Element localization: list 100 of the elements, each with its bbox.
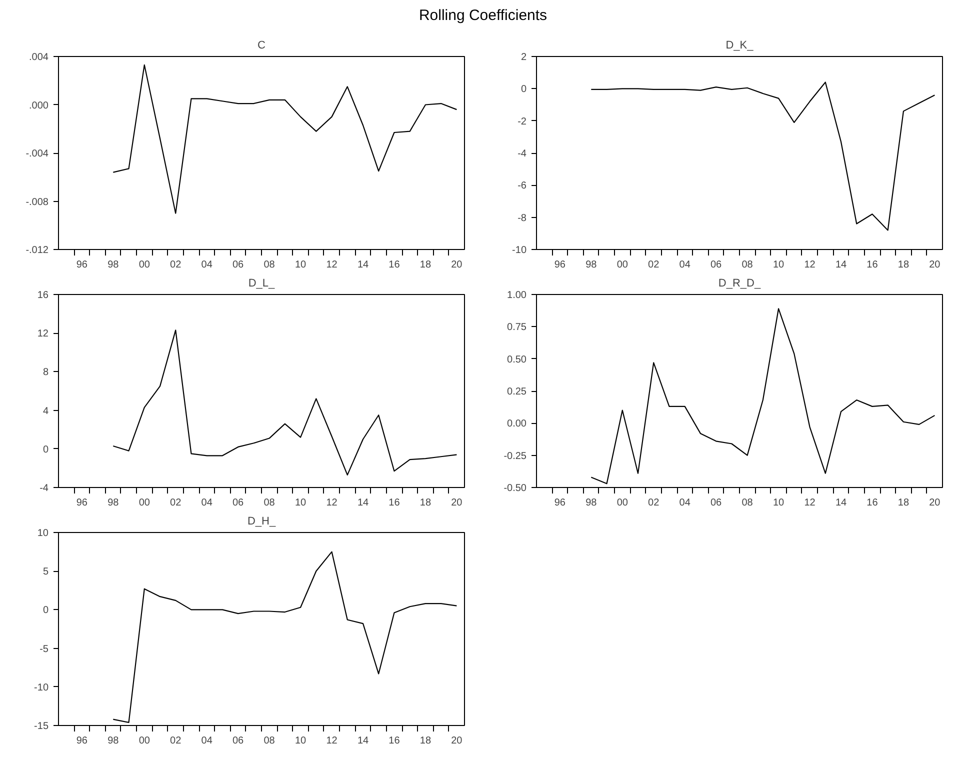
x-tick-label: 96 xyxy=(554,260,566,270)
x-tick-label: 16 xyxy=(866,260,878,270)
x-tick-label: 98 xyxy=(108,260,120,270)
x-tick-label: 98 xyxy=(108,498,120,508)
y-tick-label: 0.75 xyxy=(507,322,527,334)
y-tick-label: .004 xyxy=(29,52,49,63)
x-tick-label: 08 xyxy=(264,498,276,508)
x-tick-label: 06 xyxy=(710,498,722,508)
chart-title: D_H_ xyxy=(247,516,276,528)
x-tick-label: 12 xyxy=(804,498,816,508)
y-tick-label: -6 xyxy=(518,180,527,192)
x-tick-label: 00 xyxy=(138,260,150,270)
x-tick-label: 04 xyxy=(201,498,213,508)
text: Rolling Coefficients xyxy=(418,6,548,26)
y-tick-label: 5 xyxy=(42,566,49,578)
x-tick-label: 20 xyxy=(929,260,941,270)
x-tick-label: 12 xyxy=(326,260,338,270)
chart-title: D_L_ xyxy=(248,278,276,290)
y-tick-label: -10 xyxy=(34,682,49,694)
x-tick-label: 08 xyxy=(264,736,276,746)
x-tick-label: 14 xyxy=(835,498,847,508)
x-tick-label: 08 xyxy=(264,260,276,270)
x-tick-label: 04 xyxy=(679,260,691,270)
y-tick-label: 0 xyxy=(42,444,49,456)
y-tick-label: 1.00 xyxy=(507,290,527,301)
y-tick-label: -5 xyxy=(40,644,49,655)
x-tick-label: 10 xyxy=(294,498,307,508)
chart-title: D_R_D_ xyxy=(718,278,762,290)
y-tick-label: -2 xyxy=(518,116,527,128)
x-tick-label: 08 xyxy=(742,260,754,270)
y-tick-label: -4 xyxy=(518,148,527,160)
x-tick-label: 98 xyxy=(586,260,598,270)
x-tick-label: 04 xyxy=(201,260,213,270)
y-tick-label: 0.50 xyxy=(507,354,527,366)
x-tick-label: 04 xyxy=(679,498,691,508)
y-tick-label: 16 xyxy=(37,290,49,301)
x-tick-label: 04 xyxy=(201,736,213,746)
y-tick-label: 8 xyxy=(42,367,49,378)
x-tick-label: 96 xyxy=(76,260,88,270)
x-tick-label: 00 xyxy=(616,498,628,508)
y-tick-label: 0.25 xyxy=(507,386,527,398)
y-tick-label: .000 xyxy=(29,100,49,112)
x-tick-label: 12 xyxy=(804,260,816,270)
y-tick-label: -4 xyxy=(40,483,49,494)
x-tick-label: 00 xyxy=(138,736,150,746)
y-tick-label: 4 xyxy=(42,406,49,417)
x-tick-label: 18 xyxy=(420,260,432,270)
chart-title: D_K_ xyxy=(726,40,754,52)
y-tick-label: 2 xyxy=(520,52,527,63)
x-tick-label: 18 xyxy=(420,498,432,508)
x-tick-label: 18 xyxy=(898,498,910,508)
x-tick-label: 14 xyxy=(835,260,847,270)
x-tick-label: 12 xyxy=(326,498,338,508)
x-tick-label: 16 xyxy=(388,260,400,270)
x-tick-label: 02 xyxy=(170,736,182,746)
y-tick-label: 12 xyxy=(37,328,49,340)
x-tick-label: 18 xyxy=(420,736,432,746)
x-tick-label: 10 xyxy=(294,736,307,746)
x-tick-label: 14 xyxy=(357,498,369,508)
x-tick-label: 96 xyxy=(76,736,88,746)
x-tick-label: 16 xyxy=(388,498,400,508)
x-tick-label: 16 xyxy=(388,736,400,746)
y-tick-label: -.012 xyxy=(26,245,49,256)
x-tick-label: 96 xyxy=(554,498,566,508)
x-tick-label: 14 xyxy=(357,736,369,746)
x-tick-label: 20 xyxy=(451,736,463,746)
x-tick-label: 98 xyxy=(586,498,598,508)
y-tick-label: -.004 xyxy=(26,148,49,160)
x-tick-label: 12 xyxy=(326,736,338,746)
x-tick-label: 06 xyxy=(232,736,244,746)
x-tick-label: 06 xyxy=(232,498,244,508)
y-tick-label: -.008 xyxy=(26,196,49,208)
x-tick-label: 02 xyxy=(170,498,182,508)
y-tick-label: -0.50 xyxy=(504,483,527,494)
x-tick-label: 18 xyxy=(898,260,910,270)
x-tick-label: 02 xyxy=(648,260,660,270)
x-tick-label: 00 xyxy=(138,498,150,508)
x-tick-label: 20 xyxy=(929,498,941,508)
y-tick-label: -0.25 xyxy=(504,450,527,462)
x-tick-label: 02 xyxy=(170,260,182,270)
x-tick-label: 08 xyxy=(742,498,754,508)
y-tick-label: -10 xyxy=(512,245,527,256)
x-tick-label: 02 xyxy=(648,498,660,508)
y-tick-label: 10 xyxy=(37,528,49,539)
x-tick-label: 98 xyxy=(108,736,120,746)
x-tick-label: 10 xyxy=(294,260,307,270)
x-tick-label: 10 xyxy=(772,498,785,508)
x-tick-label: 06 xyxy=(710,260,722,270)
x-tick-label: 10 xyxy=(772,260,785,270)
x-tick-label: 16 xyxy=(866,498,878,508)
y-tick-label: 0.00 xyxy=(507,418,527,430)
x-tick-label: 20 xyxy=(451,260,463,270)
x-tick-label: 14 xyxy=(357,260,369,270)
x-tick-label: 20 xyxy=(451,498,463,508)
y-tick-label: -8 xyxy=(518,212,527,224)
y-tick-label: -15 xyxy=(34,721,49,732)
y-tick-label: 0 xyxy=(520,84,527,96)
x-tick-label: 06 xyxy=(232,260,244,270)
y-tick-label: 0 xyxy=(42,605,49,616)
x-tick-label: 96 xyxy=(76,498,88,508)
